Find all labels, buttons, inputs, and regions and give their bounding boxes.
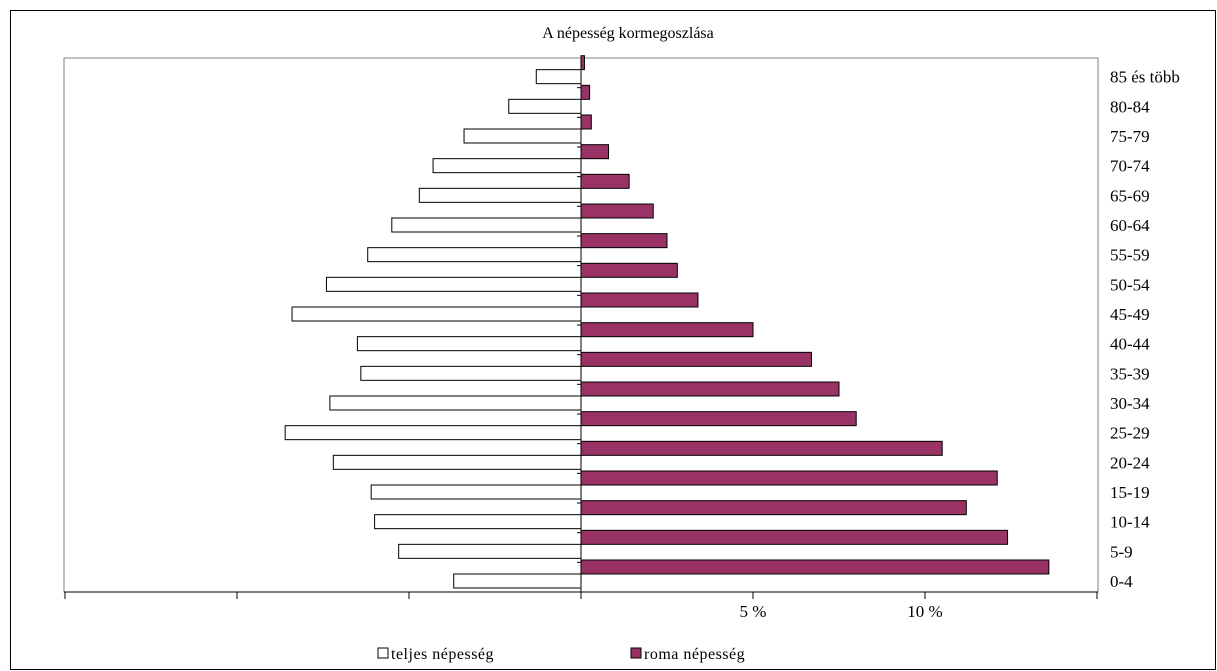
- bar-teljes-35-39: [360, 365, 582, 381]
- category-label: 10-14: [1110, 513, 1150, 532]
- bar-teljes-65-69: [418, 187, 582, 203]
- bar-teljes-15-19: [370, 484, 582, 500]
- legend-label-teljes: teljes népesség: [391, 646, 494, 663]
- bar-teljes-45-49: [291, 306, 582, 322]
- category-labels: 0-4 5-9 10-14 15-19 20-24 25-29 30-34 35-39 40-4…: [1110, 68, 1180, 591]
- bar-roma-0-4: [580, 559, 1050, 575]
- bar-teljes-0-4: [453, 573, 582, 589]
- category-label: 15-19: [1110, 483, 1150, 502]
- bar-teljes-80-84: [508, 98, 582, 114]
- category-label: 50-54: [1110, 275, 1150, 294]
- bar-roma-15-19: [580, 470, 998, 486]
- legend-swatch-roma: [630, 647, 642, 659]
- category-label: 65-69: [1110, 186, 1150, 205]
- bar-teljes-75-79: [463, 128, 582, 144]
- bar-roma-25-29: [580, 411, 857, 427]
- bar-teljes-25-29: [284, 425, 582, 441]
- bar-teljes-10-14: [374, 514, 582, 530]
- category-label: 30-34: [1110, 394, 1150, 413]
- category-label: 75-79: [1110, 127, 1150, 146]
- bar-roma-30-34: [580, 381, 840, 397]
- bar-roma-60-64: [580, 203, 654, 219]
- chart-title: A népesség kormegoszlása: [542, 25, 714, 42]
- bar-teljes-60-64: [391, 217, 582, 233]
- bar-teljes-40-44: [356, 336, 582, 352]
- bar-roma-5-9: [580, 529, 1009, 545]
- bar-roma-35-39: [580, 351, 812, 367]
- bar-roma-65-69: [580, 173, 630, 189]
- category-label: 5-9: [1110, 542, 1133, 561]
- bar-teljes-85-és-több: [535, 69, 582, 85]
- bar-teljes-20-24: [332, 454, 582, 470]
- category-label: 40-44: [1110, 335, 1150, 354]
- axes-group: [64, 58, 1098, 599]
- bar-roma-50-54: [580, 262, 678, 278]
- category-label: 35-39: [1110, 364, 1150, 383]
- category-label: 45-49: [1110, 305, 1150, 324]
- x-tick-label: 10 %: [907, 602, 942, 621]
- bar-roma-75-79: [580, 114, 592, 130]
- legend-label-roma: roma népesség: [644, 646, 745, 663]
- bar-roma-45-49: [580, 292, 699, 308]
- bar-roma-70-74: [580, 144, 610, 160]
- legend: teljes népesség roma népesség: [377, 646, 745, 663]
- bar-teljes-5-9: [398, 543, 582, 559]
- category-label: 55-59: [1110, 246, 1150, 265]
- bar-teljes-70-74: [432, 158, 582, 174]
- bar-roma-80-84: [580, 84, 591, 100]
- bar-roma-40-44: [580, 322, 754, 338]
- category-label: 60-64: [1110, 216, 1150, 235]
- category-label: 0-4: [1110, 572, 1133, 591]
- bar-roma-85-és-több: [580, 55, 585, 71]
- x-tick-labels: 5 % 10 %: [740, 602, 943, 621]
- category-label: 25-29: [1110, 424, 1150, 443]
- x-tick-label: 5 %: [740, 602, 767, 621]
- category-label: 70-74: [1110, 157, 1150, 176]
- bar-roma-55-59: [580, 233, 668, 249]
- category-label: 85 és több: [1110, 68, 1180, 87]
- bar-teljes-30-34: [329, 395, 582, 411]
- bar-roma-20-24: [580, 440, 943, 456]
- bar-teljes-55-59: [367, 247, 582, 263]
- bar-teljes-50-54: [325, 276, 582, 292]
- category-label: 20-24: [1110, 453, 1150, 472]
- category-label: 80-84: [1110, 97, 1150, 116]
- legend-swatch-teljes: [377, 647, 389, 659]
- bar-roma-10-14: [580, 500, 967, 516]
